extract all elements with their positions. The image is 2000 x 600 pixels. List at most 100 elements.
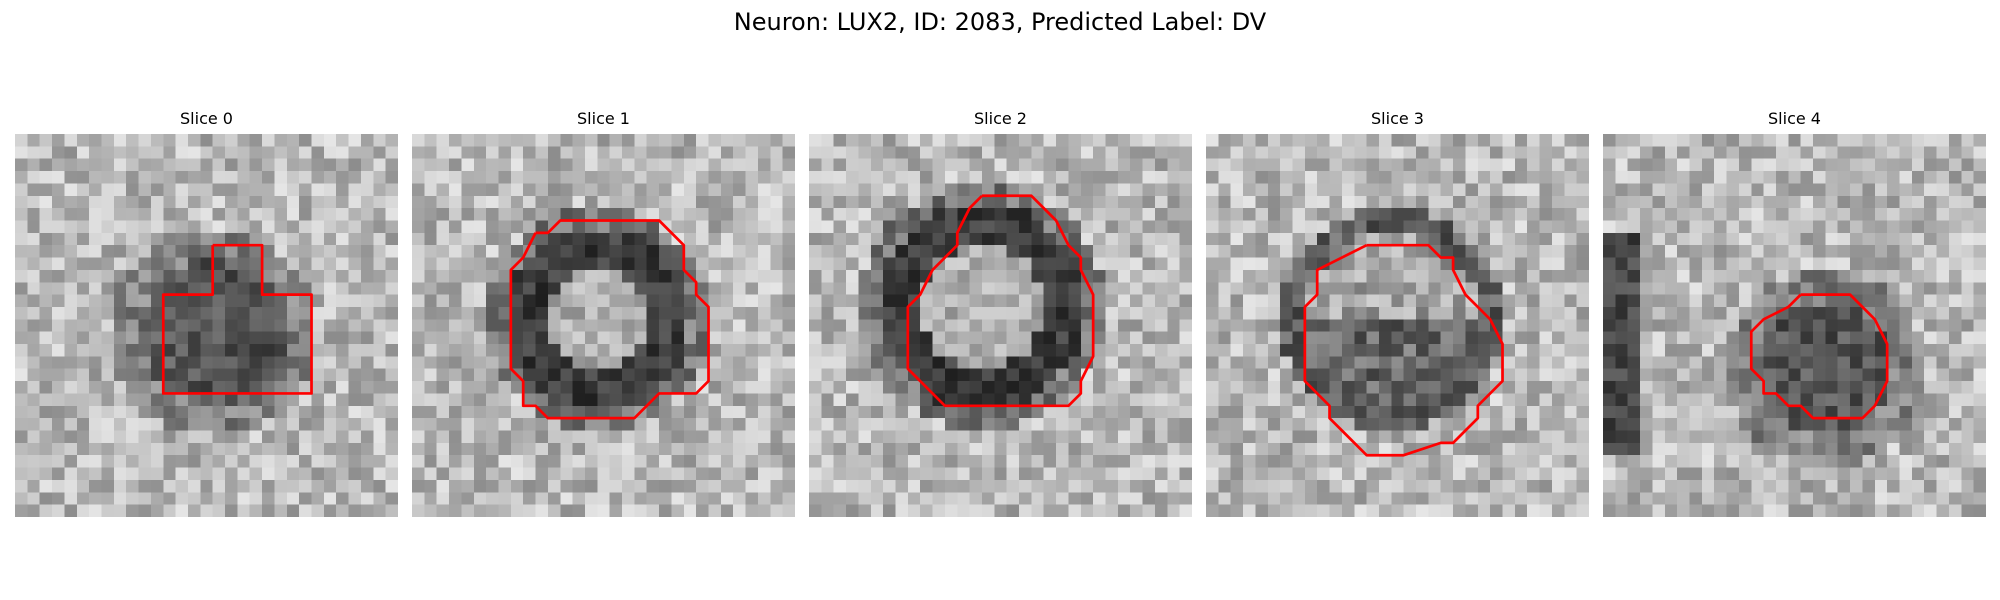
pixel (1887, 171, 1900, 184)
pixel (646, 455, 660, 468)
pixel (1243, 344, 1256, 357)
pixel (498, 245, 512, 258)
pixel (1551, 331, 1565, 345)
pixel (336, 134, 349, 147)
pixel (473, 319, 487, 332)
pixel (187, 405, 201, 419)
pixel (299, 257, 312, 271)
pixel (64, 344, 78, 357)
pixel (510, 195, 524, 209)
pixel (163, 319, 176, 332)
pixel (1341, 492, 1355, 505)
pixel (348, 479, 362, 493)
pixel (1117, 479, 1131, 493)
pixel (572, 467, 586, 481)
pixel (1576, 208, 1589, 221)
pixel (1825, 257, 1838, 271)
pixel (1080, 171, 1094, 184)
pixel (348, 430, 362, 444)
pixel (782, 331, 795, 345)
pixel (200, 294, 213, 308)
pixel (1640, 171, 1653, 184)
pixel (1366, 455, 1380, 468)
pixel (1280, 405, 1293, 419)
pixel (1714, 134, 1727, 147)
pixel (1726, 344, 1740, 357)
pixel (1701, 418, 1715, 431)
pixel (274, 294, 288, 308)
pixel (547, 269, 561, 283)
pixel (249, 208, 263, 221)
pixel (846, 158, 859, 172)
pixel (770, 282, 783, 295)
pixel (473, 134, 487, 147)
pixel (299, 158, 312, 172)
pixel (237, 405, 250, 419)
pixel (1603, 393, 1616, 407)
pixel (932, 134, 946, 147)
pixel (1775, 294, 1789, 308)
pixel (175, 405, 189, 419)
pixel (969, 356, 983, 369)
pixel (1514, 479, 1528, 493)
pixel (1280, 492, 1293, 505)
pixel (101, 356, 115, 369)
pixel (1775, 356, 1789, 369)
pixel (1391, 455, 1404, 468)
pixel (311, 442, 325, 456)
pixel (286, 381, 300, 394)
pixel (634, 257, 647, 271)
pixel (1465, 183, 1479, 197)
pixel (733, 294, 746, 308)
pixel (1751, 282, 1764, 295)
pixel (1255, 430, 1269, 444)
pixel (609, 430, 623, 444)
pixel (1763, 282, 1777, 295)
pixel (1640, 158, 1653, 172)
pixel (1329, 183, 1343, 197)
pixel (286, 504, 300, 517)
pixel (1317, 245, 1330, 258)
pixel (1490, 492, 1503, 505)
pixel (126, 455, 139, 468)
pixel (757, 442, 771, 456)
pixel (1280, 319, 1293, 332)
pixel (696, 146, 709, 159)
pixel (1825, 232, 1838, 246)
pixel (1056, 171, 1069, 184)
pixel (745, 269, 759, 283)
pixel (584, 146, 598, 159)
pixel (981, 504, 995, 517)
pixel (932, 331, 946, 345)
pixel (286, 282, 300, 295)
pixel (696, 269, 709, 283)
pixel (187, 319, 201, 332)
pixel (1167, 306, 1180, 320)
pixel (1527, 306, 1540, 320)
pixel (286, 146, 300, 159)
pixel (323, 479, 337, 493)
pixel (1527, 269, 1540, 283)
pixel (1477, 368, 1491, 382)
pixel (1813, 319, 1826, 332)
pixel (1640, 492, 1653, 505)
pixel (1366, 294, 1380, 308)
pixel (1564, 504, 1577, 517)
pixel (708, 220, 722, 234)
pixel (373, 319, 386, 332)
pixel (720, 257, 734, 271)
pixel (1726, 245, 1740, 258)
pixel (323, 158, 337, 172)
pixel (584, 306, 598, 320)
pixel (957, 504, 970, 517)
pixel (782, 381, 795, 394)
pixel (683, 195, 697, 209)
pixel (1255, 356, 1269, 369)
pixel (1130, 282, 1143, 295)
pixel (1726, 492, 1740, 505)
pixel (1627, 430, 1641, 444)
pixel (262, 171, 275, 184)
pixel (671, 356, 685, 369)
pixel (1961, 269, 1974, 283)
pixel (1726, 381, 1740, 394)
